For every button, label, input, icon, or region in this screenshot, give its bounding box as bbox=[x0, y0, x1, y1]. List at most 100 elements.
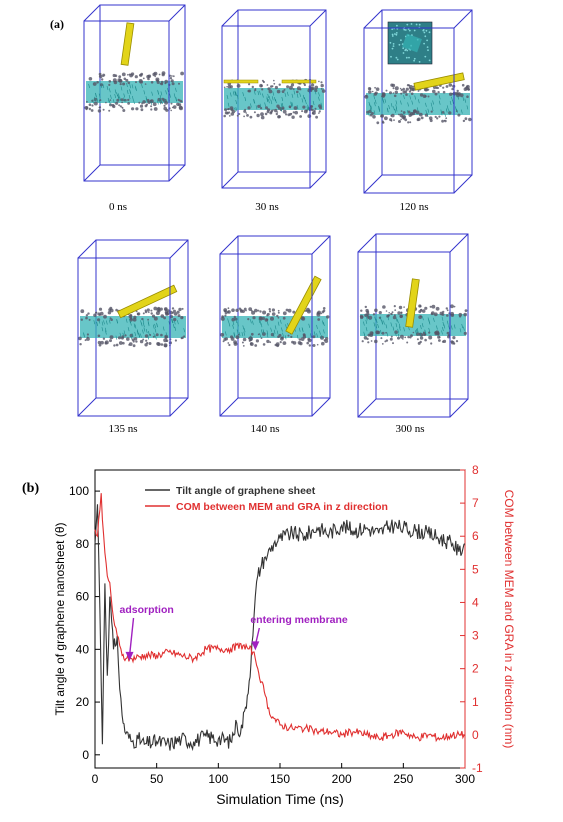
lipid-headgroup bbox=[277, 311, 280, 314]
lipid-headgroup bbox=[455, 91, 459, 95]
lipid-tail bbox=[126, 82, 128, 88]
lipid-tail bbox=[378, 107, 381, 112]
lipid-headgroup bbox=[450, 311, 454, 316]
lipid-tail bbox=[313, 331, 316, 336]
lipid-headgroup bbox=[259, 317, 263, 321]
lipid-headgroup bbox=[127, 102, 130, 105]
lipid-headgroup bbox=[398, 120, 401, 123]
lipid-tail bbox=[106, 85, 109, 91]
lipid-tail bbox=[100, 84, 103, 89]
lipid-tail bbox=[162, 326, 165, 331]
annotation-label: adsorption bbox=[120, 604, 174, 616]
lipid-headgroup bbox=[290, 335, 293, 338]
lipid-headgroup bbox=[148, 311, 150, 314]
lipid-headgroup bbox=[127, 98, 130, 102]
lipid-tail bbox=[259, 103, 262, 108]
box-edge bbox=[77, 239, 97, 259]
lipid-headgroup bbox=[224, 314, 227, 317]
lipid-tail bbox=[138, 333, 140, 338]
lipid-headgroup bbox=[248, 83, 251, 86]
lipid-headgroup bbox=[86, 337, 90, 341]
box-edge bbox=[219, 397, 239, 417]
lipid-headgroup bbox=[118, 78, 123, 83]
lipid-tail bbox=[461, 323, 463, 329]
lipid-headgroup bbox=[270, 316, 274, 321]
lipid-headgroup bbox=[369, 331, 374, 336]
lipid-tail bbox=[427, 108, 430, 113]
lipid-headgroup bbox=[382, 121, 385, 124]
lipid-tail bbox=[232, 91, 235, 96]
box-edge bbox=[309, 171, 327, 189]
lipid-tail bbox=[298, 327, 301, 332]
lipid-headgroup bbox=[421, 334, 424, 337]
lipid-headgroup bbox=[429, 305, 432, 308]
box-edge bbox=[449, 398, 469, 418]
y-right-tick-label: 7 bbox=[472, 496, 479, 510]
lipid-headgroup bbox=[115, 343, 119, 347]
lipid-headgroup bbox=[303, 83, 306, 87]
lipid-headgroup bbox=[269, 341, 272, 344]
lipid-headgroup bbox=[108, 83, 111, 86]
lipid-headgroup bbox=[451, 87, 454, 91]
lipid-tail bbox=[395, 323, 398, 328]
lipid-tail bbox=[411, 100, 413, 105]
lipid-headgroup bbox=[441, 312, 445, 316]
lipid-headgroup bbox=[322, 309, 326, 313]
legend: Tilt angle of graphene sheet COM between … bbox=[145, 485, 388, 513]
lipid-headgroup bbox=[227, 307, 230, 310]
lipid-headgroup bbox=[451, 92, 454, 95]
inset-atom bbox=[428, 59, 431, 62]
lipid-headgroup bbox=[402, 116, 406, 120]
lipid-headgroup bbox=[151, 314, 156, 318]
inset-atom bbox=[427, 49, 429, 52]
lipid-tail bbox=[461, 109, 463, 114]
y-right-tick-label: 8 bbox=[472, 463, 479, 477]
lipid-headgroup bbox=[103, 314, 107, 319]
lipid-headgroup bbox=[320, 83, 324, 88]
lipid-headgroup bbox=[448, 111, 452, 115]
lipid-headgroup bbox=[92, 82, 97, 86]
y-left-tick-label: 20 bbox=[76, 695, 90, 709]
lipid-headgroup bbox=[424, 306, 428, 310]
lipid-headgroup bbox=[220, 332, 225, 337]
lipid-headgroup bbox=[318, 110, 321, 113]
lipid-headgroup bbox=[230, 337, 235, 341]
lipid-tail bbox=[453, 324, 456, 329]
lipid-headgroup bbox=[287, 113, 291, 117]
lipid-headgroup bbox=[144, 309, 147, 312]
lipid-headgroup bbox=[119, 83, 122, 86]
lipid-tail bbox=[94, 96, 96, 101]
y-left-tick-label: 60 bbox=[76, 590, 90, 604]
lipid-headgroup bbox=[85, 316, 88, 320]
lipid-headgroup bbox=[264, 112, 268, 116]
lipid-headgroup bbox=[392, 342, 394, 345]
lipid-headgroup bbox=[135, 340, 138, 343]
lipid-tail bbox=[274, 325, 277, 330]
lipid-tail bbox=[250, 319, 252, 324]
lipid-tail bbox=[238, 332, 241, 337]
lipid-headgroup bbox=[181, 307, 184, 310]
lipid-tail bbox=[116, 319, 118, 324]
lipid-tail bbox=[369, 103, 371, 108]
lipid-tail bbox=[296, 105, 299, 110]
lipid-tail bbox=[277, 321, 280, 326]
lipid-tail bbox=[366, 316, 368, 321]
lipid-tail bbox=[160, 91, 163, 96]
lipid-headgroup bbox=[441, 111, 445, 114]
lipid-headgroup bbox=[271, 308, 275, 312]
lipid-tail bbox=[235, 99, 237, 105]
lipid-headgroup bbox=[308, 309, 311, 312]
lipid-headgroup bbox=[112, 78, 117, 83]
lipid-headgroup bbox=[109, 103, 112, 107]
box-edge bbox=[453, 174, 473, 194]
lipid-headgroup bbox=[282, 311, 287, 316]
inset-atom bbox=[391, 35, 394, 37]
lipid-headgroup bbox=[430, 312, 434, 316]
lipid-tail bbox=[442, 326, 444, 332]
lipid-headgroup bbox=[413, 109, 416, 113]
lipid-tail bbox=[271, 96, 274, 101]
lipid-headgroup bbox=[431, 304, 436, 309]
lipid-headgroup bbox=[78, 336, 82, 341]
lipid-headgroup bbox=[147, 77, 150, 81]
lipid-tail bbox=[262, 330, 265, 335]
